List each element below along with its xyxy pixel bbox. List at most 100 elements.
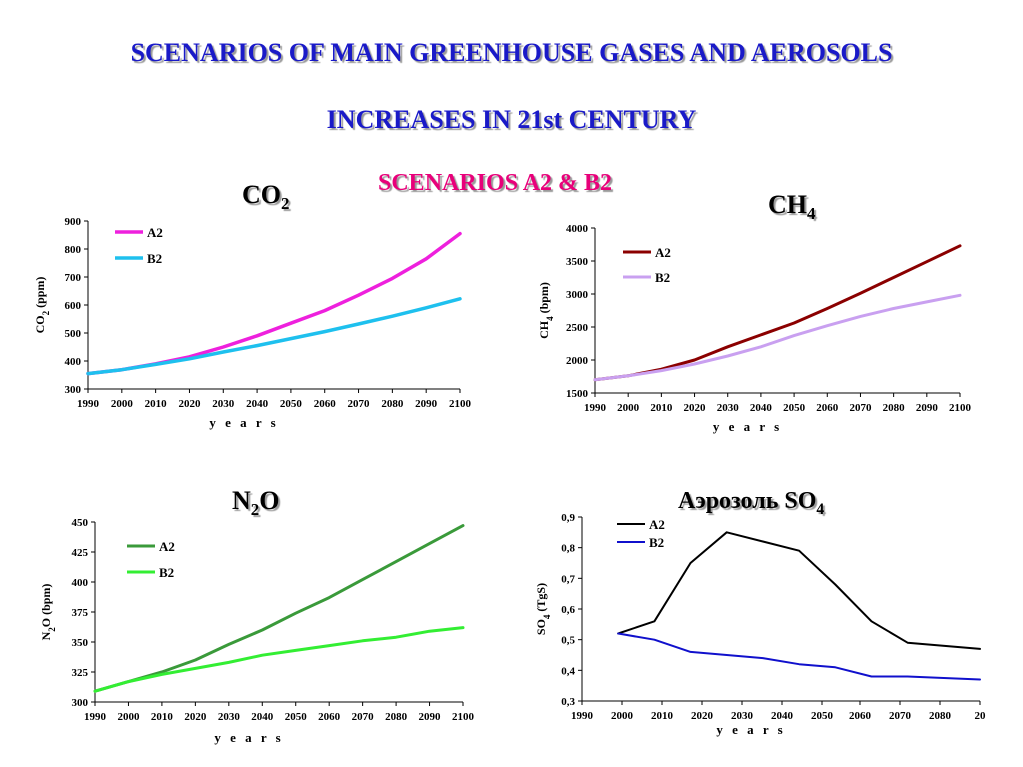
so4-y-tick-label: 0,7 xyxy=(561,573,575,585)
so4-series-b2-line xyxy=(617,632,981,681)
co2-x-tick-label: 2050 xyxy=(280,398,303,410)
ch4-x-tick-label: 2090 xyxy=(916,402,939,414)
co2-x-tick-label: 2040 xyxy=(246,398,269,410)
ch4-x-tick-label: 2070 xyxy=(849,402,872,414)
ch4-series-a2-line xyxy=(593,244,962,382)
n2o-y-tick-label: 325 xyxy=(72,667,89,679)
n2o-x-axis-label: y e a r s xyxy=(214,730,283,745)
so4-y-tick-label: 0,4 xyxy=(561,665,575,677)
co2-x-tick-label: 2060 xyxy=(314,398,337,410)
ch4-x-tick-label: 2020 xyxy=(684,402,707,414)
co2-legend-label-b2: B2 xyxy=(147,251,162,266)
so4-x-tick-label: 2080 xyxy=(929,710,952,722)
so4-x-tick-label: 2030 xyxy=(731,710,754,722)
n2o-legend-label-a2: A2 xyxy=(159,539,175,554)
n2o-y-tick-label: 375 xyxy=(72,607,89,619)
so4-x-tick-label: 2070 xyxy=(889,710,912,722)
co2-chart-title: CO2 xyxy=(242,180,290,214)
n2o-x-tick-label: 2070 xyxy=(352,711,375,723)
co2-x-tick-label: 2100 xyxy=(449,398,472,410)
so4-x-tick-label: 2060 xyxy=(849,710,872,722)
co2-x-tick-label: 2030 xyxy=(212,398,235,410)
n2o-y-tick-label: 450 xyxy=(72,517,89,529)
n2o-x-tick-label: 2020 xyxy=(184,711,207,723)
so4-y-tick-label: 0,9 xyxy=(561,512,575,524)
co2-y-axis-label: CO2 (ppm) xyxy=(33,277,51,334)
page-subtitle: SCENARIOS A2 & B2 xyxy=(378,170,613,196)
so4-x-tick-label: 2040 xyxy=(771,710,794,722)
so4-legend-label-b2: B2 xyxy=(649,535,664,550)
co2-y-tick-label: 900 xyxy=(65,216,82,228)
so4-y-tick-label: 0,3 xyxy=(561,696,575,708)
n2o-y-tick-label: 400 xyxy=(72,577,89,589)
n2o-x-tick-label: 2040 xyxy=(251,711,274,723)
n2o-chart-title: N2O xyxy=(232,486,280,520)
ch4-x-tick-label: 2030 xyxy=(717,402,740,414)
co2-x-tick-label: 2090 xyxy=(415,398,438,410)
so4-x-tick-label: 2000 xyxy=(611,710,634,722)
ch4-series-b2-line xyxy=(593,293,962,382)
co2-series-a2-line xyxy=(86,231,462,376)
ch4-chart-title: CH4 xyxy=(768,190,816,224)
so4-x-tick-label: 1990 xyxy=(571,710,594,722)
co2-y-tick-label: 300 xyxy=(65,384,82,396)
so4-x-tick-label: 2050 xyxy=(811,710,834,722)
ch4-x-tick-label: 1990 xyxy=(584,402,607,414)
co2-x-tick-label: 1990 xyxy=(77,398,100,410)
n2o-x-tick-label: 2050 xyxy=(285,711,308,723)
co2-x-tick-label: 2080 xyxy=(381,398,404,410)
ch4-legend-label-a2: A2 xyxy=(655,245,671,260)
ch4-y-tick-label: 2000 xyxy=(566,355,589,367)
co2-y-tick-label: 500 xyxy=(65,328,82,340)
ch4-x-tick-label: 2000 xyxy=(617,402,640,414)
so4-x-tick-label: 2020 xyxy=(691,710,714,722)
page-title-line2: INCREASES IN 21st CENTURY xyxy=(326,105,697,134)
so4-x-tick-label: 2010 xyxy=(651,710,674,722)
n2o-x-tick-label: 1990 xyxy=(84,711,107,723)
n2o-y-tick-label: 425 xyxy=(72,547,89,559)
ch4-y-tick-label: 4000 xyxy=(566,223,589,235)
ch4-x-tick-label: 2080 xyxy=(883,402,906,414)
co2-y-tick-label: 700 xyxy=(65,272,82,284)
ch4-y-tick-label: 3500 xyxy=(566,256,589,268)
co2-y-tick-label: 400 xyxy=(65,356,82,368)
n2o-y-axis-label: N2O (bpm) xyxy=(39,584,57,641)
ch4-x-tick-label: 2040 xyxy=(750,402,773,414)
ch4-x-tick-label: 2100 xyxy=(949,402,972,414)
n2o-y-tick-label: 300 xyxy=(72,697,89,709)
ch4-legend-label-b2: B2 xyxy=(655,270,670,285)
so4-chart-title: Аэрозоль SO4 xyxy=(678,488,825,518)
so4-legend-label-a2: A2 xyxy=(649,517,665,532)
ch4-y-tick-label: 3000 xyxy=(566,289,589,301)
ch4-y-tick-label: 2500 xyxy=(566,322,589,334)
n2o-x-tick-label: 2000 xyxy=(117,711,140,723)
ch4-x-axis-label: y e a r s xyxy=(713,419,782,434)
n2o-y-tick-label: 350 xyxy=(72,637,89,649)
ch4-x-tick-label: 2060 xyxy=(816,402,839,414)
co2-x-tick-label: 2020 xyxy=(178,398,201,410)
n2o-series-a2-line xyxy=(93,524,465,693)
n2o-series-b2-line xyxy=(93,626,465,693)
ch4-x-tick-label: 2010 xyxy=(650,402,673,414)
co2-x-axis-label: y e a r s xyxy=(209,415,278,430)
co2-x-tick-label: 2010 xyxy=(145,398,168,410)
ch4-y-tick-label: 1500 xyxy=(566,388,589,400)
co2-y-tick-label: 600 xyxy=(65,300,82,312)
n2o-x-tick-label: 2080 xyxy=(385,711,408,723)
so4-y-tick-label: 0,6 xyxy=(561,604,575,616)
n2o-x-tick-label: 2010 xyxy=(151,711,174,723)
so4-y-axis-label: SO4 (TgS) xyxy=(534,583,552,635)
co2-series-b2-line xyxy=(86,297,462,376)
so4-x-tick-label: 20 xyxy=(975,710,987,722)
ch4-y-axis-label: CH4 (bpm) xyxy=(537,282,555,339)
so4-y-tick-label: 0,8 xyxy=(561,543,575,555)
n2o-x-tick-label: 2100 xyxy=(452,711,475,723)
ch4-x-tick-label: 2050 xyxy=(783,402,806,414)
so4-y-tick-label: 0,5 xyxy=(561,635,575,647)
co2-x-tick-label: 2000 xyxy=(111,398,134,410)
n2o-x-tick-label: 2030 xyxy=(218,711,241,723)
co2-y-tick-label: 800 xyxy=(65,244,82,256)
n2o-legend-label-b2: B2 xyxy=(159,565,174,580)
so4-x-axis-label: y e a r s xyxy=(716,722,785,737)
